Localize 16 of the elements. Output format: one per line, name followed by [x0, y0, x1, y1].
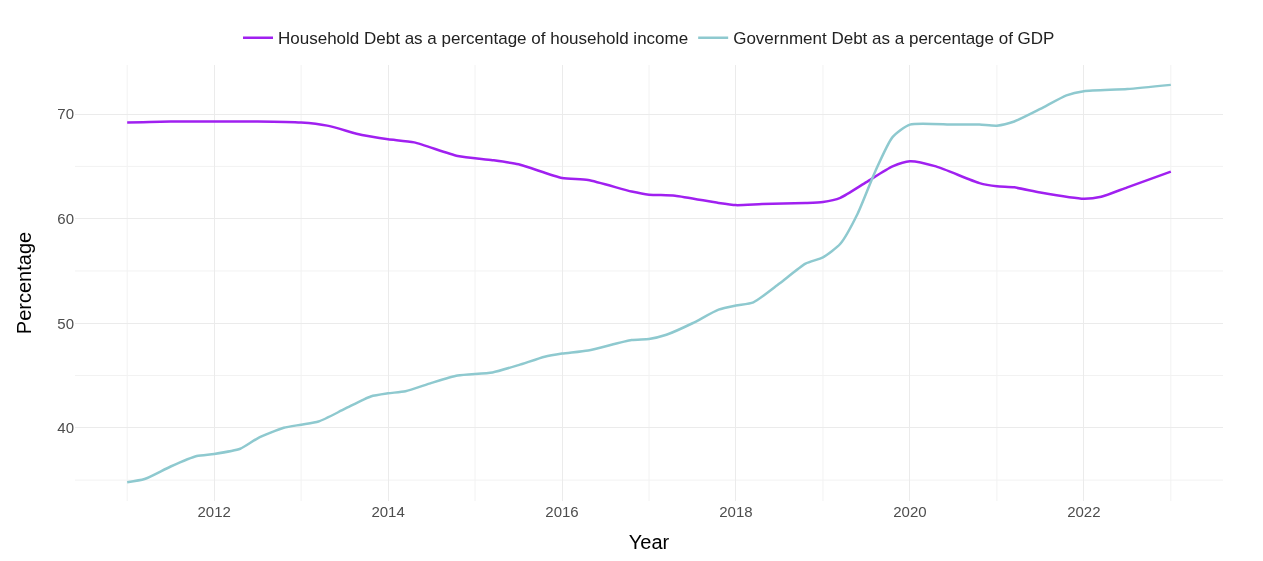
x-tick-label: 2022 — [1067, 503, 1101, 520]
x-tick-label: 2014 — [371, 503, 405, 520]
line-series — [125, 83, 1173, 484]
x-tick-label: 2020 — [893, 503, 927, 520]
y-tick-label: 50 — [57, 314, 74, 332]
line-series — [125, 120, 1173, 207]
x-tick-label: 2012 — [197, 503, 231, 520]
y-tick-label: 40 — [57, 419, 74, 437]
y-tick-label: 60 — [57, 209, 74, 227]
x-tick-label: 2016 — [545, 503, 579, 520]
y-axis-title: Percentage — [12, 231, 35, 335]
legend-label: Household Debt as a percentage of household income — [278, 29, 689, 49]
legend-label: Government Debt as a percentage of GDP — [733, 29, 1055, 49]
x-axis-title: Year — [628, 530, 670, 553]
x-tick-label: 2018 — [719, 503, 753, 520]
y-tick-label: 70 — [57, 105, 74, 123]
